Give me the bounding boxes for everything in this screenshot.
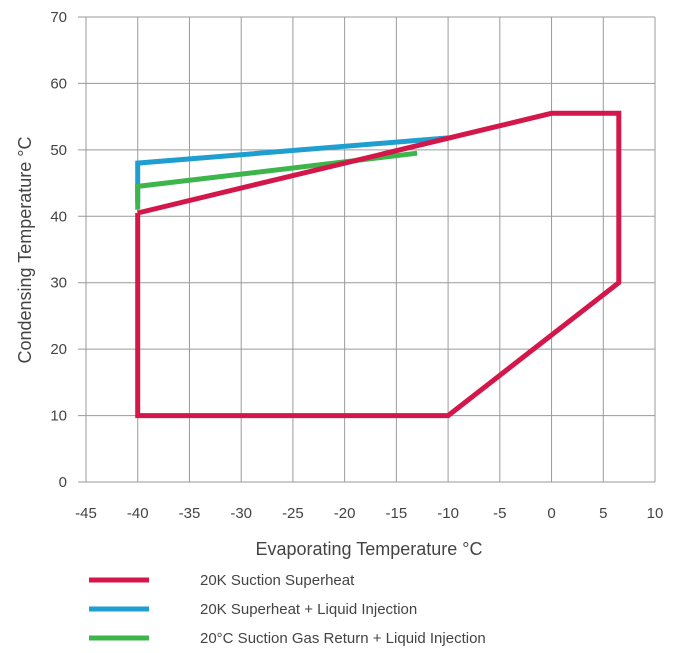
x-axis-title: Evaporating Temperature °C <box>256 539 483 559</box>
x-tick-label: -20 <box>334 505 356 522</box>
x-tick-label: 10 <box>647 505 664 522</box>
legend: 20K Suction Superheat 20K Superheat + Liq… <box>89 572 486 647</box>
series-lines <box>135 110 622 419</box>
y-tick-label: 30 <box>50 275 67 292</box>
legend-label: 20K Superheat + Liquid Injection <box>200 601 417 618</box>
x-tick-label: -15 <box>386 505 408 522</box>
y-tick-label: 20 <box>50 341 67 358</box>
tick-labels: -45 -40 -35 -30 -25 -20 -15 -10 -5 0 5 10 0 10 20 30 40 5… <box>50 9 663 522</box>
series-line <box>135 110 622 419</box>
x-tick-label: -10 <box>437 505 459 522</box>
y-tick-label: 60 <box>50 75 67 92</box>
x-tick-label: -5 <box>493 505 506 522</box>
x-tick-label: -45 <box>75 505 97 522</box>
x-tick-label: -30 <box>230 505 252 522</box>
legend-label: 20K Suction Superheat <box>200 572 355 589</box>
grid <box>78 16 656 483</box>
y-tick-label: 10 <box>50 408 67 425</box>
x-tick-label: 0 <box>547 505 555 522</box>
x-tick-label: -40 <box>127 505 149 522</box>
y-tick-label: 40 <box>50 208 67 225</box>
x-tick-label: -25 <box>282 505 304 522</box>
y-tick-label: 50 <box>50 142 67 159</box>
x-tick-label: -35 <box>179 505 201 522</box>
legend-label: 20°C Suction Gas Return + Liquid Injecti… <box>200 630 486 647</box>
y-tick-label: 0 <box>59 474 67 491</box>
series-line <box>135 150 418 210</box>
y-axis-title: Condensing Temperature °C <box>15 137 35 364</box>
x-tick-label: 5 <box>599 505 607 522</box>
y-tick-label: 70 <box>50 9 67 26</box>
